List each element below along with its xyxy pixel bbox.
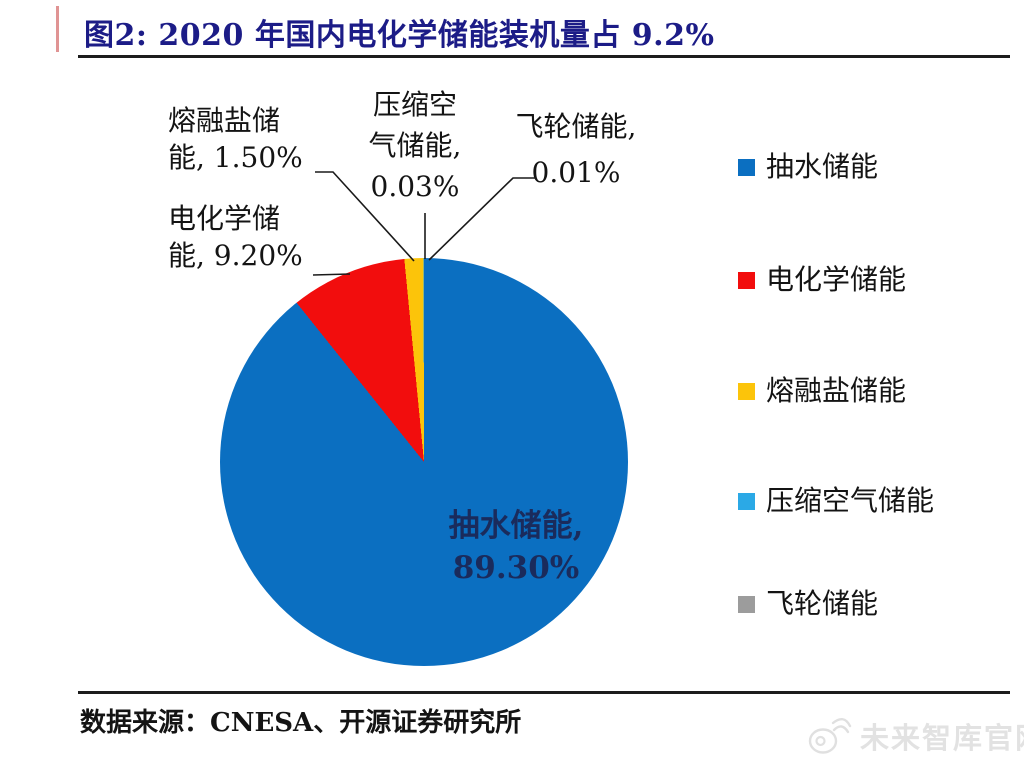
legend-item-electrochemical: 电化学储能 — [738, 265, 906, 295]
callout-electrochemical: 电化学储 能, 9.20% — [168, 200, 328, 274]
callout-molten-salt: 熔融盐储 能, 1.50% — [168, 102, 328, 176]
title-accent-bar — [56, 6, 59, 52]
legend-item-flywheel: 飞轮储能 — [738, 589, 878, 619]
callout-molten-salt-line1: 熔融盐储 — [168, 104, 281, 137]
legend-swatch-compressed-air — [738, 492, 755, 510]
callout-flywheel-line2: 0.01% — [531, 156, 621, 189]
legend-label-pumped-hydro: 抽水储能 — [766, 150, 879, 183]
legend-item-pumped-hydro: 抽水储能 — [738, 152, 878, 182]
legend-label-flywheel: 飞轮储能 — [766, 587, 879, 620]
figure-title: 图2: 2020 年国内电化学储能装机量占 9.2% — [84, 18, 715, 53]
legend-swatch-electrochemical — [738, 271, 755, 289]
pie-label-pumped-hydro-name: 抽水储能, — [448, 508, 584, 544]
callout-flywheel-line1: 飞轮储能, — [515, 110, 637, 143]
callout-compressed-air-line1: 压缩空 — [372, 88, 457, 121]
legend-item-molten-salt: 熔融盐储能 — [738, 376, 906, 406]
footer-divider — [78, 691, 1010, 694]
legend-swatch-flywheel — [738, 595, 755, 613]
legend-label-compressed-air: 压缩空气储能 — [766, 484, 935, 517]
title-divider — [78, 55, 1010, 58]
callout-molten-salt-line2: 能, 1.50% — [168, 141, 303, 174]
callout-compressed-air: 压缩空 气储能, 0.03% — [350, 84, 480, 207]
weibo-logo-icon — [808, 718, 852, 754]
callout-electrochemical-line1: 电化学储 — [168, 202, 281, 235]
pie-label-pumped-hydro: 抽水储能, 89.30% — [411, 505, 621, 589]
legend-swatch-molten-salt — [738, 382, 755, 400]
callout-flywheel: 飞轮储能, 0.01% — [496, 104, 656, 196]
pie-chart — [220, 258, 628, 666]
callout-electrochemical-line2: 能, 9.20% — [168, 239, 303, 272]
data-source: 数据来源：CNESA、开源证券研究所 — [80, 708, 522, 738]
watermark: 未来智库官网 — [806, 712, 1024, 760]
watermark-text: 未来智库官网 — [860, 723, 1024, 755]
legend-label-molten-salt: 熔融盐储能 — [766, 374, 907, 407]
legend-item-compressed-air: 压缩空气储能 — [738, 486, 934, 516]
pie-label-pumped-hydro-value: 89.30% — [452, 550, 580, 586]
legend-swatch-pumped-hydro — [738, 158, 755, 176]
callout-compressed-air-line2: 气储能, — [368, 129, 462, 162]
legend-label-electrochemical: 电化学储能 — [766, 263, 907, 296]
callout-compressed-air-line3: 0.03% — [370, 170, 460, 203]
